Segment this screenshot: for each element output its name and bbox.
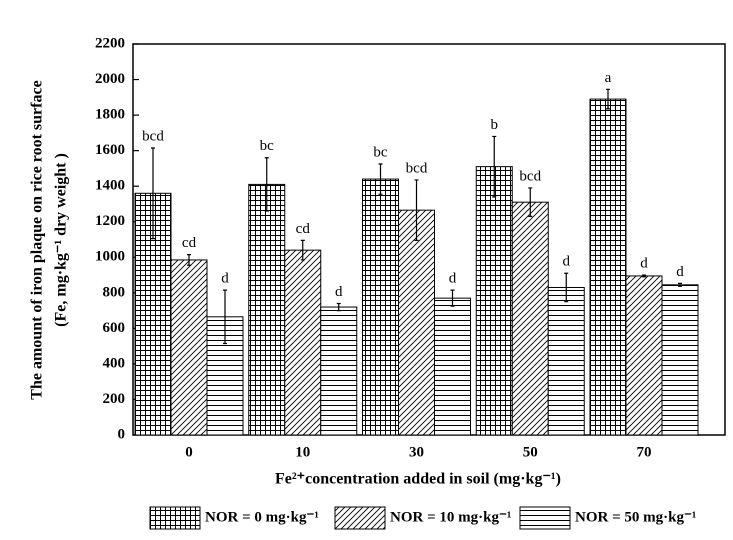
y-tick-label: 2000 [95,71,125,87]
y-tick-label: 600 [103,320,126,336]
bar [661,284,699,436]
error-bar [264,157,269,212]
y-axis-label: The amount of iron plaque on rice root s… [29,80,46,399]
error-bar [378,163,383,195]
significance-letter: bc [260,138,275,154]
significance-letter: b [491,117,499,133]
bar [248,183,286,436]
error-bar [606,88,610,110]
bar [625,275,663,436]
error-bar [642,274,646,278]
significance-letter: bc [373,144,388,160]
bar [170,259,208,436]
error-bar [450,289,455,307]
bar [362,178,399,436]
legend-label: NOR = 50 mg·kg⁻¹ [575,509,696,525]
bar [511,201,549,436]
error-bar [528,187,533,217]
x-tick-label: 30 [409,444,424,460]
x-tick-label: 0 [185,444,193,460]
significance-letter: d [335,284,343,300]
y-tick-label: 1400 [95,178,125,194]
significance-letter: bcd [519,168,541,184]
y-axis-label: (Fe, mg·kg⁻¹ dry weight ) [53,153,70,327]
error-bar [187,254,191,266]
y-tick-label: 400 [103,355,126,371]
y-tick-label: 1200 [95,213,125,229]
error-bar [564,272,569,303]
y-tick-label: 0 [118,426,126,442]
y-tick-label: 1600 [95,142,125,158]
significance-letter: d [449,271,457,287]
bar [475,166,513,436]
x-tick-label: 70 [637,444,652,460]
bar [547,286,585,436]
x-axis-label: Fe²⁺concentration added in soil (mg·kg⁻¹… [275,471,561,488]
legend-swatch [519,506,571,530]
significance-letter: bcd [406,160,428,176]
error-bar [151,147,155,240]
x-tick-label: 10 [295,444,310,460]
significance-letter: bcd [142,128,164,144]
bar [398,209,435,436]
error-bar [300,239,305,261]
legend-label: NOR = 10 mg·kg⁻¹ [390,509,511,525]
significance-letter: d [640,255,648,271]
significance-letter: d [221,271,229,287]
y-tick-label: 2200 [95,35,125,51]
y-tick-label: 200 [103,391,126,407]
significance-letter: d [676,264,684,280]
legend-label: NOR = 0 mg·kg⁻¹ [205,509,319,525]
y-tick-label: 1800 [95,107,125,123]
error-bar [492,135,497,198]
significance-letter: cd [182,235,197,251]
bar [206,316,244,436]
legend-swatch [334,506,386,530]
bar [320,306,358,436]
x-tick-label: 50 [523,444,538,460]
error-bar [414,179,419,241]
error-bar [223,289,227,345]
significance-letter: cd [296,221,311,237]
legend-swatch [149,506,201,530]
significance-letter: d [563,254,571,270]
significance-letter: a [605,70,612,86]
bar [589,98,627,436]
error-bar [336,302,341,312]
error-bar [678,282,682,287]
bar [284,249,322,436]
y-tick-label: 1000 [95,249,125,265]
y-tick-label: 800 [103,284,126,300]
bar [434,297,471,436]
